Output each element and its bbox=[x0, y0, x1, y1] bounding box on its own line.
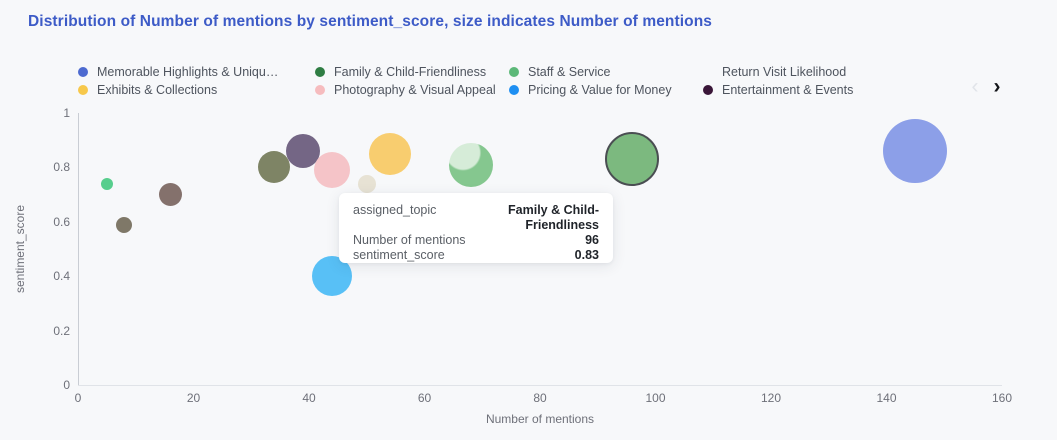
tooltip-row: assigned_topic Family & Child-Friendlines… bbox=[353, 203, 599, 233]
legend-dot-icon bbox=[78, 84, 88, 95]
bubble-olive[interactable] bbox=[258, 151, 291, 184]
y-tick-label: 0.4 bbox=[53, 269, 70, 284]
tooltip: assigned_topic Family & Child-Friendlines… bbox=[339, 193, 613, 263]
legend-item-label: Staff & Service bbox=[528, 64, 611, 79]
bubble-exhibits-collections[interactable] bbox=[368, 132, 411, 175]
x-axis-title: Number of mentions bbox=[485, 412, 595, 426]
legend-item-photography-visual-appeal[interactable]: Photography & Visual Appeal bbox=[315, 81, 496, 98]
legend-item-label: Pricing & Value for Money bbox=[528, 82, 672, 97]
bubble-staff-service[interactable] bbox=[448, 142, 493, 187]
legend-item-label: Return Visit Likelihood bbox=[722, 64, 847, 79]
y-tick-label: 0.8 bbox=[53, 160, 70, 175]
x-tick-label: 40 bbox=[302, 391, 316, 405]
y-axis-title: sentiment_score bbox=[13, 204, 27, 294]
legend-item-label: Photography & Visual Appeal bbox=[334, 82, 496, 97]
legend-dot-icon bbox=[315, 66, 325, 77]
legend-item-exhibits-collections[interactable]: Exhibits & Collections bbox=[78, 81, 217, 98]
y-tick-label: 0.2 bbox=[53, 323, 70, 338]
tooltip-label: sentiment_score bbox=[353, 248, 445, 262]
bubble-photography-visual-appeal[interactable] bbox=[314, 152, 351, 189]
legend-item-label: Family & Child-Friendliness bbox=[334, 64, 487, 79]
legend-item-staff-service[interactable]: Staff & Service bbox=[509, 63, 610, 80]
y-tick-label: 0.6 bbox=[53, 214, 70, 229]
bubble-brown[interactable] bbox=[158, 183, 182, 207]
bubble-family-child-friendliness[interactable] bbox=[605, 132, 660, 187]
legend-item-label: Memorable Highlights & Uniqu… bbox=[97, 64, 279, 79]
chart-title: Distribution of Number of mentions by se… bbox=[28, 13, 713, 30]
legend-dot-icon bbox=[315, 84, 325, 95]
legend-dot-icon bbox=[509, 84, 519, 95]
y-axis-line bbox=[78, 113, 79, 385]
tooltip-value: 0.83 bbox=[574, 248, 599, 262]
legend-item-family-child-friendliness[interactable]: Family & Child-Friendliness bbox=[315, 63, 486, 80]
tooltip-value: 96 bbox=[585, 233, 599, 247]
x-tick-label: 160 bbox=[991, 391, 1013, 405]
x-tick-label: 100 bbox=[645, 391, 666, 405]
bubble-beige-faded[interactable] bbox=[357, 174, 376, 193]
y-tick-label: 0 bbox=[63, 378, 70, 392]
tooltip-value: Family & Child-Friendliness bbox=[508, 203, 599, 232]
legend-item-label: Entertainment & Events bbox=[722, 82, 854, 97]
legend-item-entertainment-events[interactable]: Entertainment & Events bbox=[703, 81, 853, 98]
bubble-gray-small[interactable] bbox=[116, 216, 133, 233]
tooltip-row: sentiment_score 0.83 bbox=[353, 248, 599, 263]
tooltip-label: Number of mentions bbox=[353, 233, 466, 247]
x-tick-label: 80 bbox=[533, 391, 547, 405]
x-tick-label: 120 bbox=[760, 391, 782, 405]
tooltip-row: Number of mentions 96 bbox=[353, 233, 599, 248]
legend-dot-icon bbox=[509, 66, 519, 77]
x-tick-label: 140 bbox=[876, 391, 897, 405]
legend-item-label: Exhibits & Collections bbox=[97, 82, 218, 97]
legend-item-return-visit-likelihood[interactable]: Return Visit Likelihood bbox=[703, 63, 846, 80]
legend-item-memorable-highlights-uniqu[interactable]: Memorable Highlights & Uniqu… bbox=[78, 63, 278, 80]
x-tick-label: 20 bbox=[186, 391, 201, 405]
x-axis-line bbox=[78, 385, 1002, 386]
y-tick-label: 1 bbox=[63, 106, 70, 120]
tooltip-label: assigned_topic bbox=[353, 203, 437, 217]
legend-dot-icon bbox=[703, 84, 713, 95]
legend-prev-arrow-icon: ‹ bbox=[971, 75, 979, 98]
bubble-green-small[interactable] bbox=[100, 177, 113, 190]
bubble-memorable-highlights[interactable] bbox=[883, 119, 948, 184]
legend-item-pricing-value-for-money[interactable]: Pricing & Value for Money bbox=[509, 81, 672, 98]
legend-next-arrow-icon[interactable]: › bbox=[993, 75, 1001, 98]
x-tick-label: 60 bbox=[417, 391, 432, 405]
legend-dot-icon bbox=[78, 66, 88, 77]
x-tick-label: 0 bbox=[74, 391, 82, 405]
